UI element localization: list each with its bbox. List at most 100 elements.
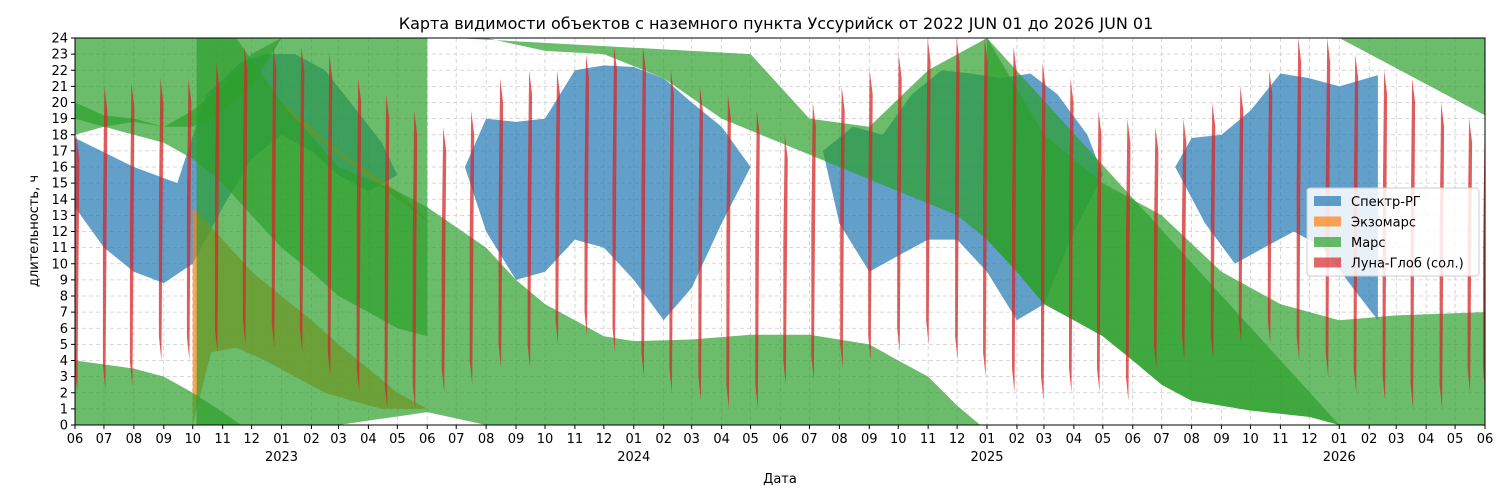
x-tick-label: 03 [330,432,347,447]
spike-7 [271,46,277,348]
y-tick-label: 21 [51,80,68,95]
spike-33 [1012,46,1017,393]
x-tick-label: 01 [273,432,290,447]
spike-34 [1041,62,1046,401]
spike-4 [186,78,192,361]
x-tick-label: 12 [949,432,966,447]
x-tick-label: 08 [478,432,495,447]
y-tick-label: 5 [60,338,68,353]
spike-38 [1153,126,1159,369]
x-tick-label: 03 [1036,432,1053,447]
x-tick-label: 01 [1331,432,1348,447]
y-tick-label: 4 [60,354,68,369]
legend-swatch [1314,196,1341,206]
y-tick-label: 16 [51,161,68,176]
series-2-band-6 [1339,38,1485,116]
legend-label: Экзомарс [1351,216,1416,231]
x-tick-label: 02 [1361,432,1378,447]
x-tick-label: 03 [683,432,700,447]
chart-title: Карта видимости объектов с наземного пун… [399,14,1154,33]
series-2-band-3 [75,360,241,425]
x-tick-label: 11 [920,432,937,447]
spike-37 [1125,118,1131,401]
legend-label: Луна-Глоб (сол.) [1351,257,1464,272]
spike-32 [983,38,988,377]
series-2-band-2 [196,38,981,425]
x-axis-label: Дата [763,472,797,487]
y-tick-label: 13 [51,209,68,224]
x-tick-label: 06 [67,432,84,447]
y-tick-label: 19 [51,112,68,127]
x-tick-label: 02 [303,432,320,447]
legend-swatch [1314,257,1341,268]
x-tick-label: 10 [890,432,907,447]
spike-1 [102,86,108,390]
x-tick-label: 07 [801,432,818,447]
x-tick-label: 10 [184,432,201,447]
x-tick-label: 10 [1242,432,1259,447]
spike-24 [755,110,760,409]
series-2-band-5 [987,38,1485,425]
y-tick-label: 22 [51,64,68,79]
x-tick-label: 07 [448,432,465,447]
y-tick-label: 15 [51,177,68,192]
plot-area [75,38,1485,425]
y-tick-label: 3 [60,370,68,385]
legend-label: Марс [1351,236,1386,251]
x-tick-label: 06 [419,432,436,447]
spike-17 [555,70,560,345]
y-tick-label: 1 [60,402,68,417]
x-tick-label: 08 [1183,432,1200,447]
x-tick-label: 06 [772,432,789,447]
x-tick-label: 01 [626,432,643,447]
x-tick-label: 09 [508,432,525,447]
spike-23 [726,94,731,409]
y-tick-label: 8 [60,290,68,305]
spike-2 [129,83,135,387]
spike-42 [1267,70,1273,345]
spike-43 [1296,38,1302,361]
spike-3 [158,78,164,361]
x-tick-label: 05 [1447,432,1464,447]
x-tick-label: 09 [156,432,173,447]
x-tick-label: 04 [360,432,377,447]
spike-5 [214,62,220,353]
x-tick-label: 10 [537,432,554,447]
spike-18 [584,54,589,337]
spike-16 [527,70,533,369]
spike-8 [299,46,305,353]
legend-box [1306,187,1480,277]
spike-13 [441,126,447,393]
spike-25 [783,134,788,385]
spike-9 [327,54,333,377]
x-tick-label: 02 [1009,432,1026,447]
y-tick-label: 0 [60,419,68,434]
spike-21 [669,70,674,393]
spike-11 [384,94,390,409]
x-axis: 06 07 08 09 10 11 12 01 02 03 04 05 06 07 08 09 10 11 12 01… [67,425,1493,465]
spike-10 [356,78,362,393]
y-axis-label: длительность, ч [27,175,42,287]
x-year-label: 2026 [1323,450,1356,465]
y-tick-label: 6 [60,322,68,337]
spike-0 [75,134,80,393]
x-year-label: 2023 [265,450,298,465]
x-tick-label: 01 [979,432,996,447]
x-tick-label: 08 [126,432,143,447]
x-tick-label: 04 [1066,432,1083,447]
legend-swatch [1314,216,1341,227]
spike-12 [412,110,418,409]
spike-27 [840,86,845,369]
y-tick-label: 7 [60,306,68,321]
x-tick-label: 07 [96,432,113,447]
x-tick-label: 12 [596,432,613,447]
spike-36 [1097,110,1102,393]
legend: Спектр-РГ Экзомарс Марс Луна-Глоб (сол.) [1306,187,1480,277]
spike-14 [469,110,475,385]
legend-swatch [1314,237,1341,247]
spike-20 [641,46,646,377]
x-tick-label: 04 [713,432,730,447]
x-tick-label: 05 [1095,432,1112,447]
